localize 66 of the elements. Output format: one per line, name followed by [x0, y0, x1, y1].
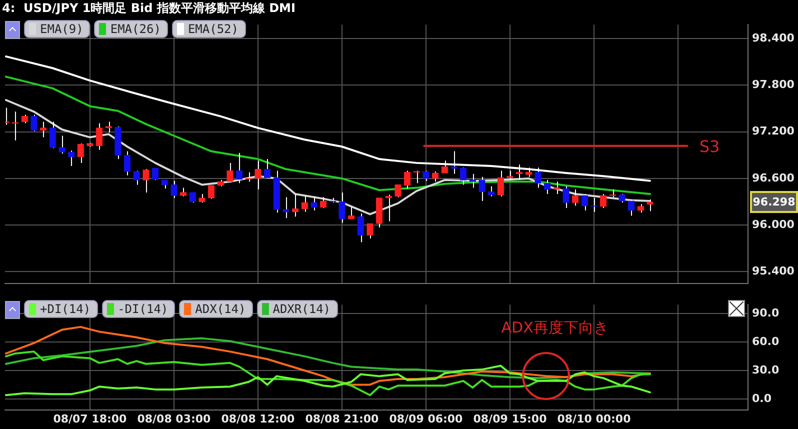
candlestick	[357, 212, 364, 243]
y-tick-label: 97.200	[752, 124, 795, 138]
candlestick	[124, 150, 131, 176]
candlestick	[366, 223, 374, 239]
y-tick-label: 60.0	[752, 334, 780, 348]
candlestick	[170, 180, 178, 198]
x-tick-label: 08/10 00:00	[557, 412, 632, 426]
candlestick	[133, 170, 140, 186]
legend-label: +DI(14)	[40, 302, 91, 316]
candlestick	[310, 196, 318, 211]
candlestick	[581, 194, 588, 211]
y-tick-label: 96.000	[752, 218, 795, 231]
x-tick-label: 08/09 06:00	[389, 412, 464, 426]
candlestick	[572, 188, 579, 206]
candlestick	[152, 168, 159, 181]
candlestick	[404, 170, 411, 190]
y-tick-label: 0.0	[752, 392, 772, 405]
annotation: ADX再度下向き	[501, 318, 608, 336]
legend-label: ADX(14)	[195, 302, 246, 316]
candlestick	[40, 121, 47, 138]
candlestick	[506, 170, 514, 181]
candlestick	[646, 198, 654, 212]
x-tick-label: 08/07 18:00	[53, 412, 128, 426]
candlestick	[394, 184, 402, 198]
candlestick	[142, 168, 150, 193]
candlestick	[562, 186, 570, 209]
x-tick-label: 08/08 12:00	[221, 412, 296, 426]
candlestick	[422, 170, 430, 182]
candlestick	[497, 170, 504, 197]
candlestick	[338, 192, 346, 224]
y-tick-label: 98.400	[752, 31, 795, 44]
candlestick	[30, 114, 38, 132]
candlestick	[301, 196, 308, 212]
candlestick	[320, 196, 327, 209]
legend-label: EMA(9)	[40, 22, 84, 36]
candlestick	[590, 197, 598, 212]
candlestick	[96, 122, 103, 150]
legend-label: -DI(14)	[118, 302, 168, 316]
candlestick	[254, 160, 262, 190]
candlestick	[208, 184, 215, 200]
candlestick	[478, 176, 486, 202]
y-tick-label: 96.600	[752, 171, 795, 184]
candlestick	[49, 121, 56, 149]
legend-label: ADXR(14)	[272, 302, 331, 316]
candlestick	[525, 167, 532, 178]
y-tick-label: 90.0	[752, 306, 780, 320]
candlestick	[226, 162, 234, 183]
candlestick	[441, 160, 448, 174]
legend-label: EMA(26)	[110, 22, 161, 36]
legend-label: EMA(52)	[188, 22, 239, 36]
y-tick-label: 97.800	[752, 78, 795, 92]
x-tick-label: 08/08 21:00	[305, 412, 380, 426]
x-tick-label: 08/09 15:00	[473, 412, 548, 426]
candlestick	[77, 143, 84, 164]
y-tick-label: 30.0	[752, 363, 780, 376]
candlestick	[236, 152, 243, 184]
annotation: S3	[699, 136, 720, 156]
candlestick	[68, 150, 75, 167]
candlestick	[282, 196, 290, 219]
candlestick	[58, 135, 66, 154]
candlestick	[432, 170, 439, 182]
chart-title: 4: USD/JPY 1時間足 Bid 指数平滑移動平均線 DMI	[2, 0, 296, 17]
x-tick-label: 08/08 03:00	[137, 412, 212, 426]
text: 96.298	[752, 195, 796, 208]
y-tick-label: 95.400	[752, 264, 795, 278]
candlestick	[600, 194, 607, 209]
